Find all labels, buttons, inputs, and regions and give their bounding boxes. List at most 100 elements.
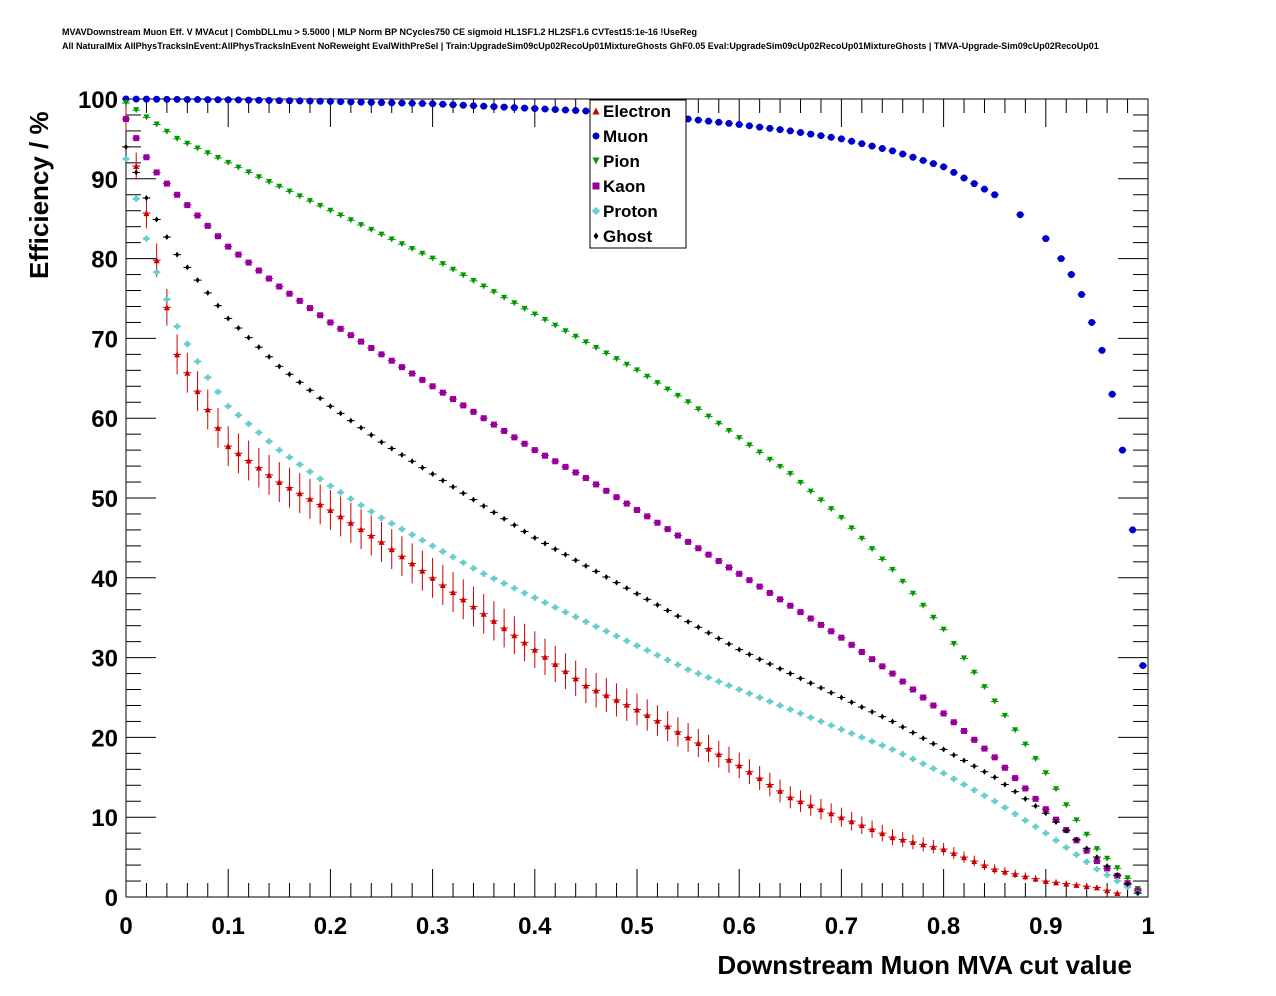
data-point	[797, 479, 804, 486]
data-point	[347, 332, 354, 339]
data-point	[429, 383, 436, 390]
data-point	[163, 95, 171, 103]
data-point	[184, 340, 191, 347]
data-point	[1022, 785, 1029, 792]
x-tick-label: 0.5	[620, 913, 653, 940]
data-point	[144, 194, 149, 201]
data-point	[981, 792, 988, 799]
data-point	[553, 546, 558, 553]
data-point	[214, 388, 221, 395]
data-point	[490, 289, 497, 296]
data-point	[163, 296, 170, 303]
data-point	[982, 768, 987, 775]
data-point	[296, 97, 304, 105]
data-point	[266, 353, 272, 360]
data-point	[695, 406, 702, 413]
data-point	[235, 251, 242, 258]
data-point	[777, 702, 784, 709]
data-point	[572, 106, 580, 114]
data-point	[613, 633, 620, 640]
data-point	[275, 97, 283, 105]
data-point	[900, 724, 905, 731]
y-tick-label: 30	[91, 646, 118, 673]
data-point	[787, 706, 794, 713]
data-point	[521, 104, 529, 112]
data-point	[521, 440, 528, 447]
data-point	[920, 760, 927, 767]
data-point	[645, 596, 650, 603]
data-point	[705, 745, 712, 752]
data-point	[747, 651, 752, 658]
data-point	[603, 692, 610, 699]
data-point	[419, 376, 426, 383]
data-point	[1042, 806, 1049, 813]
data-point	[306, 468, 313, 475]
data-point	[194, 145, 201, 152]
data-point	[154, 216, 159, 223]
data-point	[419, 567, 426, 574]
data-point	[378, 514, 385, 521]
data-point	[910, 729, 916, 736]
data-point	[817, 621, 824, 628]
data-point	[460, 596, 467, 603]
data-point	[531, 594, 538, 601]
data-point	[266, 275, 273, 282]
data-point	[175, 251, 180, 258]
data-point	[562, 463, 569, 470]
data-point	[920, 602, 927, 609]
data-point	[889, 670, 896, 677]
data-point	[551, 106, 559, 114]
data-point	[225, 443, 232, 450]
data-point	[563, 551, 568, 558]
data-point	[501, 580, 508, 587]
data-point	[531, 447, 538, 454]
data-point	[164, 234, 169, 241]
data-point	[991, 866, 998, 873]
data-point	[163, 180, 170, 187]
data-point	[572, 613, 579, 620]
data-point	[1022, 741, 1029, 748]
data-point	[399, 451, 405, 458]
data-point	[418, 100, 426, 108]
data-point	[481, 502, 486, 509]
data-point	[756, 775, 763, 782]
data-point	[501, 294, 508, 301]
data-point	[214, 233, 221, 240]
data-point	[419, 537, 426, 544]
data-point	[246, 334, 251, 341]
data-point	[471, 496, 476, 503]
legend-label-kaon: Kaon	[603, 177, 646, 196]
data-point	[736, 686, 743, 693]
data-point	[797, 710, 804, 717]
data-point	[245, 420, 252, 427]
data-point	[296, 490, 303, 497]
data-point	[245, 259, 252, 266]
data-point	[828, 506, 835, 513]
data-point	[869, 826, 876, 833]
data-point	[562, 328, 569, 335]
data-point	[1064, 827, 1069, 834]
data-point	[971, 858, 978, 865]
data-point	[368, 226, 375, 233]
data-point	[368, 508, 375, 515]
data-point	[306, 495, 313, 502]
data-point	[430, 471, 435, 478]
data-point	[715, 118, 723, 126]
data-point	[1124, 875, 1131, 882]
data-point	[388, 546, 395, 553]
data-point	[572, 675, 579, 682]
data-point	[807, 130, 815, 138]
data-point	[1083, 883, 1090, 890]
data-point	[960, 174, 968, 182]
y-tick-label: 40	[91, 566, 118, 593]
data-point	[194, 358, 201, 365]
data-point	[388, 236, 395, 243]
y-tick-label: 10	[91, 805, 118, 832]
data-point	[316, 97, 324, 105]
data-point	[1012, 775, 1019, 782]
data-point	[531, 311, 538, 318]
data-point	[491, 509, 497, 516]
data-point	[369, 431, 374, 438]
data-point	[255, 464, 262, 471]
